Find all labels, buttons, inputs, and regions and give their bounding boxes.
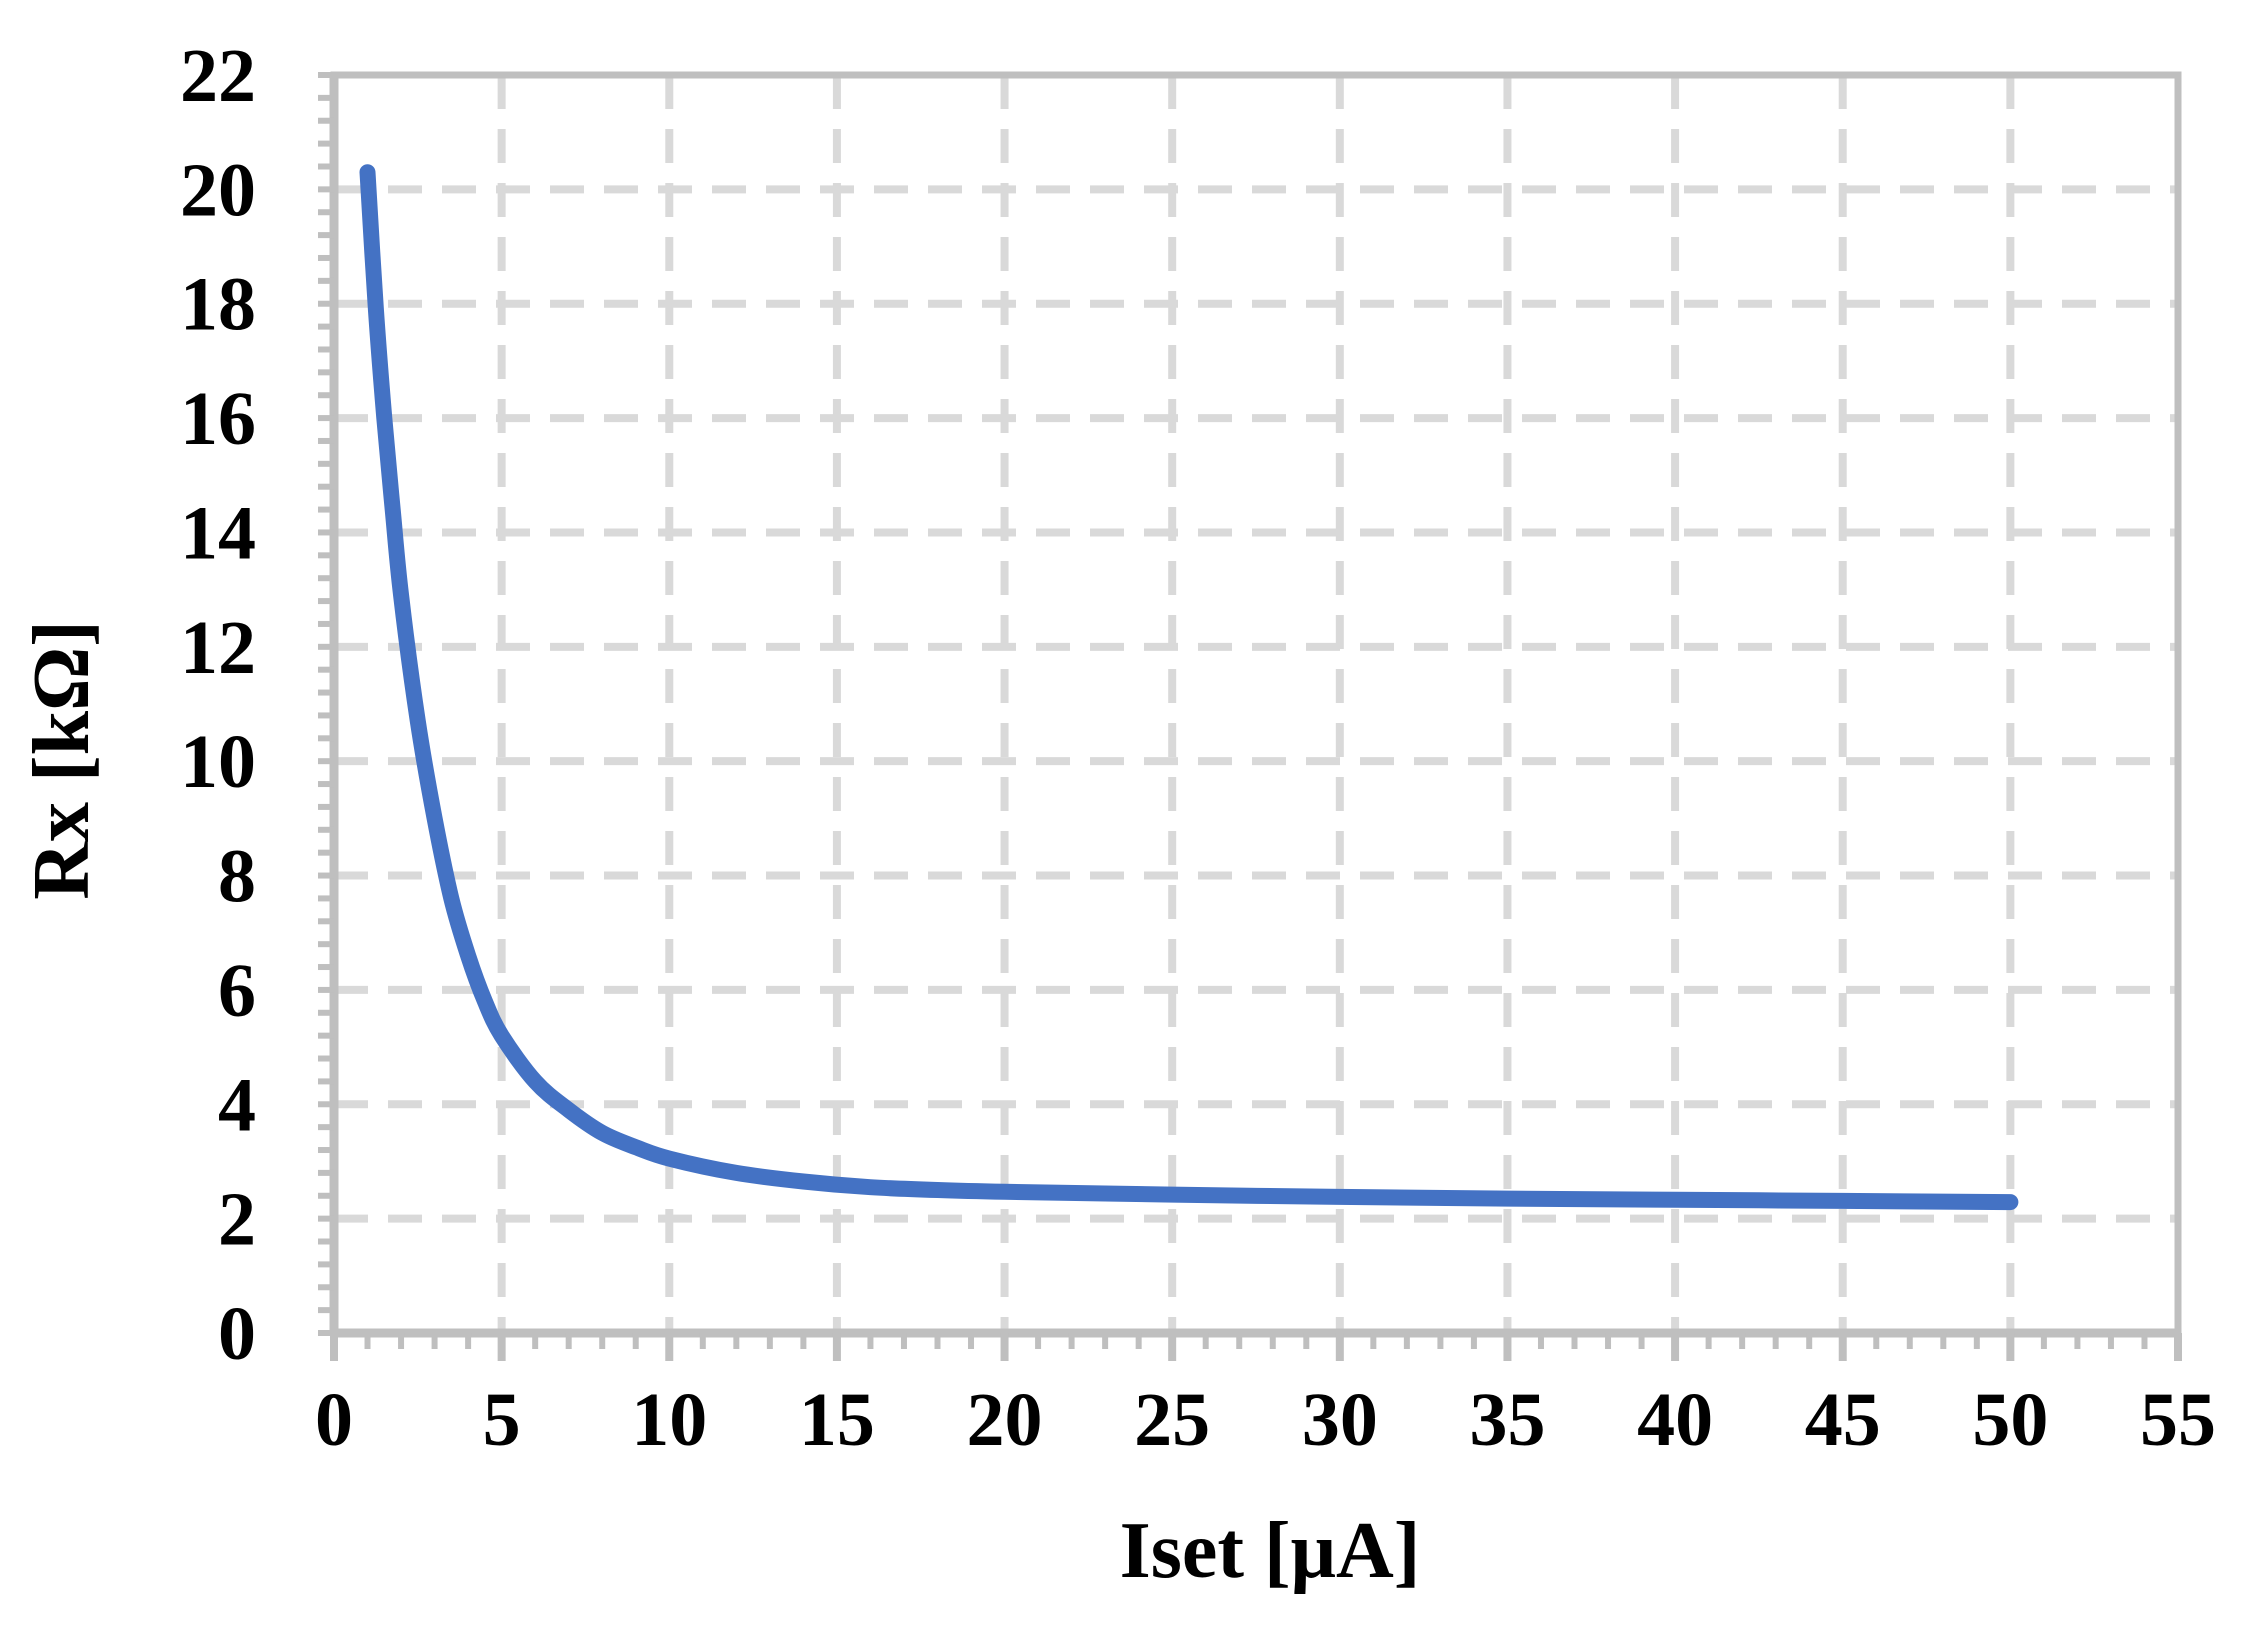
axes [318, 75, 2178, 1361]
series-line [368, 172, 2011, 1202]
x-tick-label: 20 [967, 1378, 1043, 1462]
x-tick-label: 15 [799, 1378, 875, 1462]
y-tick-label: 14 [180, 491, 256, 575]
y-tick-label: 6 [218, 949, 256, 1033]
x-tick-label: 50 [1972, 1378, 2048, 1462]
y-tick-label: 2 [218, 1178, 256, 1262]
x-tick-label: 25 [1134, 1378, 1210, 1462]
x-tick-label: 5 [483, 1378, 521, 1462]
y-tick-label: 20 [180, 148, 256, 232]
x-tick-label: 40 [1637, 1378, 1713, 1462]
y-tick-labels: 0 2 4 6 8 10 12 14 16 18 20 22 [180, 34, 256, 1376]
x-tick-label: 10 [631, 1378, 707, 1462]
series [367, 172, 2010, 1202]
y-tick-label: 18 [180, 263, 256, 347]
y-tick-label: 0 [218, 1292, 256, 1376]
y-tick-label: 22 [180, 34, 256, 118]
x-tick-label: 35 [1469, 1378, 1545, 1462]
x-tick-label: 0 [315, 1378, 353, 1462]
y-tick-label: 8 [218, 835, 256, 919]
y-axis-title: Rx [kΩ] [18, 620, 106, 900]
x-axis-title: Iset [μA] [1120, 1507, 1421, 1595]
x-tick-label: 45 [1805, 1378, 1881, 1462]
y-tick-label: 10 [180, 720, 256, 804]
x-tick-labels: 0 5 10 15 20 25 30 35 40 45 50 55 [315, 1378, 2216, 1462]
x-tick-label: 30 [1302, 1378, 1378, 1462]
y-tick-label: 16 [180, 377, 256, 461]
x-tick-label: 55 [2140, 1378, 2216, 1462]
y-tick-label: 12 [180, 606, 256, 690]
y-tick-label: 4 [218, 1063, 256, 1147]
